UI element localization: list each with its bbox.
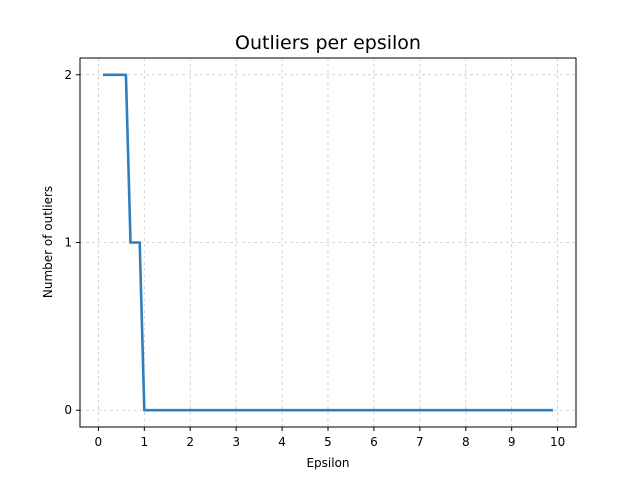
y-tick-label: 1 bbox=[64, 236, 72, 250]
series-layer bbox=[102, 73, 554, 412]
x-tick-label: 9 bbox=[508, 435, 516, 449]
x-tick-label: 6 bbox=[370, 435, 378, 449]
y-tick-label: 2 bbox=[64, 68, 72, 82]
y-tick-label: 0 bbox=[64, 403, 72, 417]
x-tick-label: 1 bbox=[140, 435, 148, 449]
x-tick-label: 0 bbox=[95, 435, 103, 449]
x-tick-label: 3 bbox=[232, 435, 240, 449]
x-tick-label: 8 bbox=[462, 435, 470, 449]
x-tick-label: 2 bbox=[186, 435, 194, 449]
x-axis-label: Epsilon bbox=[306, 456, 349, 470]
x-tick-label: 10 bbox=[550, 435, 565, 449]
x-tick-label: 7 bbox=[416, 435, 424, 449]
series-line-0 bbox=[102, 73, 554, 412]
y-axis-label: Number of outliers bbox=[41, 186, 55, 298]
axis-ticks: 0 1 2 3 4 5 6 7 8 9 10 0 1 2 bbox=[64, 68, 565, 449]
x-tick-label: 4 bbox=[278, 435, 286, 449]
chart-title: Outliers per epsilon bbox=[235, 32, 421, 54]
x-tick-label: 5 bbox=[324, 435, 332, 449]
